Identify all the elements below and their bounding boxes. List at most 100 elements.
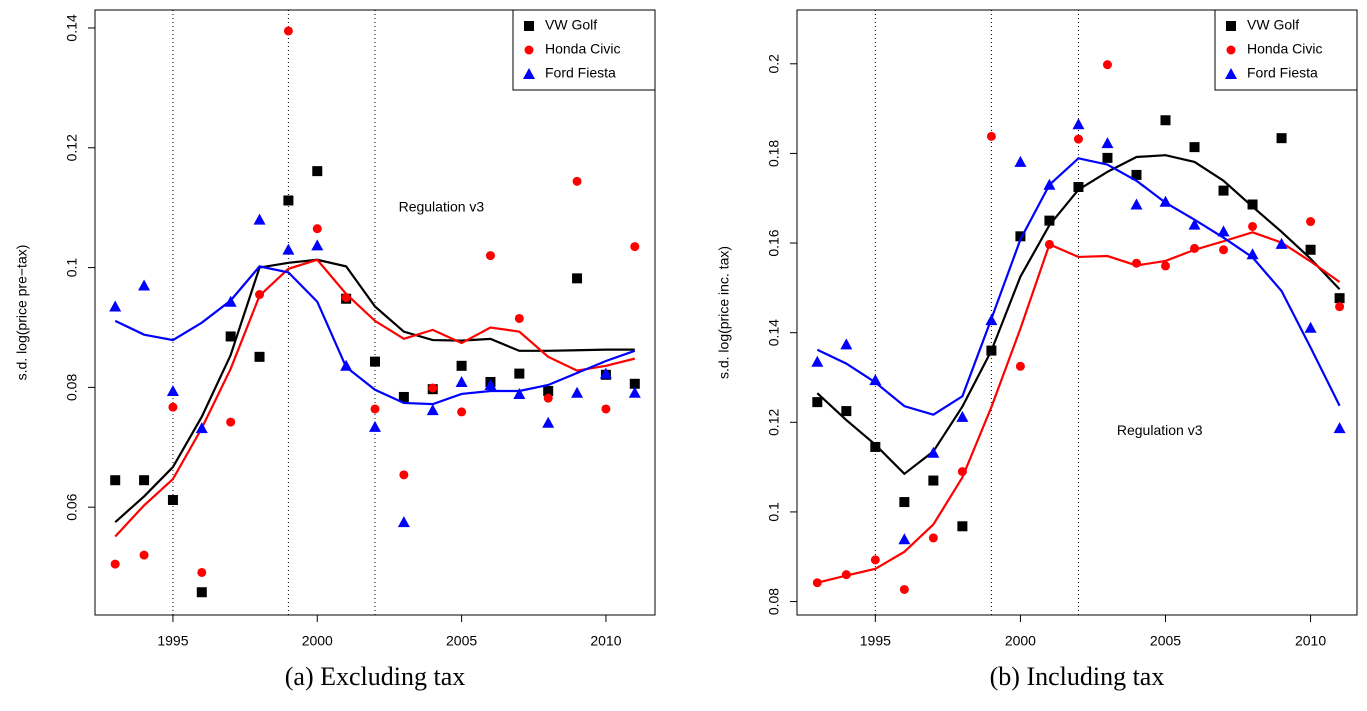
circle-point bbox=[899, 584, 909, 594]
square-point bbox=[1160, 115, 1171, 126]
square-point bbox=[1226, 21, 1236, 31]
square-point bbox=[254, 351, 265, 362]
triangle-point bbox=[513, 387, 526, 399]
legend-label: VW Golf bbox=[1247, 17, 1299, 33]
plot-frame bbox=[94, 9, 656, 616]
square-point bbox=[139, 475, 150, 486]
circle-point bbox=[283, 26, 293, 36]
legend-label: Ford Fiesta bbox=[545, 65, 616, 81]
plot-frame bbox=[796, 9, 1358, 616]
circle-point bbox=[957, 467, 967, 477]
circle-point bbox=[514, 313, 524, 323]
triangle-point bbox=[340, 359, 353, 371]
square-point bbox=[524, 21, 534, 31]
triangle-point bbox=[927, 446, 940, 458]
square-point bbox=[1218, 185, 1229, 196]
y-tick-label: 0.12 bbox=[64, 134, 80, 161]
legend-box bbox=[512, 9, 656, 91]
circle-point bbox=[1219, 245, 1229, 255]
circle-point bbox=[399, 470, 409, 480]
triangle-point bbox=[109, 300, 122, 312]
circle-point bbox=[197, 567, 207, 577]
legend-label: Ford Fiesta bbox=[1247, 65, 1318, 81]
x-tick-label: 2005 bbox=[446, 633, 477, 649]
triangle-point bbox=[1130, 198, 1143, 210]
triangle-point bbox=[138, 279, 151, 291]
circle-point bbox=[543, 393, 553, 403]
triangle-point bbox=[311, 239, 324, 251]
triangle-point bbox=[397, 516, 410, 528]
square-point bbox=[225, 331, 236, 342]
y-tick-label: 0.1 bbox=[766, 502, 782, 522]
circle-point bbox=[1190, 243, 1200, 253]
triangle-point bbox=[985, 314, 998, 326]
square-point bbox=[1044, 215, 1055, 226]
square-point bbox=[870, 441, 881, 452]
triangle-point bbox=[1275, 237, 1288, 249]
square-point bbox=[370, 356, 380, 367]
triangle-point bbox=[599, 367, 612, 379]
legend-box bbox=[1214, 9, 1358, 91]
x-tick-label: 2000 bbox=[1005, 633, 1036, 649]
square-point bbox=[899, 497, 910, 508]
circle-point bbox=[457, 407, 467, 417]
y-tick-label: 0.1 bbox=[64, 258, 80, 278]
legend-label: Honda Civic bbox=[1247, 41, 1322, 57]
triangle-point bbox=[1217, 225, 1230, 237]
y-tick-label: 0.08 bbox=[64, 374, 80, 401]
legend: VW Golf Honda Civic Ford Fiesta bbox=[1214, 9, 1358, 91]
circle-point bbox=[341, 293, 351, 303]
annotation: Regulation v3 bbox=[1117, 422, 1203, 438]
y-axis-label: s.d. log(price inc. tax) bbox=[716, 246, 732, 379]
panel: 1995 2000 2005 2010 0.08 0.1 0.12 0.14 0.16 0.18 0… bbox=[716, 9, 1358, 691]
square-point bbox=[957, 521, 968, 532]
triangle-point bbox=[898, 533, 911, 545]
triangle-point bbox=[628, 386, 641, 398]
triangle-point bbox=[224, 295, 237, 307]
square-point bbox=[1102, 152, 1113, 163]
circle-point bbox=[485, 251, 495, 261]
circle-point bbox=[312, 224, 322, 234]
circle-point bbox=[812, 578, 822, 588]
y-tick-label: 0.14 bbox=[64, 14, 80, 41]
caption: (b) Including tax bbox=[990, 662, 1165, 691]
square-point bbox=[196, 587, 207, 598]
y-tick-label: 0.12 bbox=[766, 408, 782, 435]
square-point bbox=[167, 494, 178, 505]
triangle-point bbox=[426, 404, 439, 416]
triangle-point bbox=[195, 422, 208, 434]
circle-point bbox=[986, 131, 996, 141]
square-point bbox=[110, 475, 121, 486]
circle-point bbox=[1131, 258, 1141, 268]
square-point bbox=[986, 345, 997, 356]
square-point bbox=[1131, 169, 1142, 180]
circle-point bbox=[841, 570, 851, 580]
square-point bbox=[456, 360, 467, 371]
circle-point bbox=[1102, 60, 1112, 70]
y-tick-label: 0.18 bbox=[766, 140, 782, 167]
y-tick-label: 0.16 bbox=[766, 229, 782, 256]
y-tick-label: 0.06 bbox=[64, 493, 80, 520]
circle-point bbox=[928, 533, 938, 543]
legend-label: Honda Civic bbox=[545, 41, 620, 57]
circle-point bbox=[1248, 221, 1258, 231]
x-tick-label: 2000 bbox=[302, 633, 333, 649]
circle-point bbox=[1160, 261, 1170, 271]
square-point bbox=[1247, 199, 1258, 210]
square-point bbox=[312, 166, 323, 177]
y-tick-label: 0.14 bbox=[766, 319, 782, 346]
square-point bbox=[812, 397, 823, 408]
circle-point bbox=[1226, 45, 1236, 55]
panel: 1995 2000 2005 2010 0.06 0.08 0.1 0.12 0.14 s.d. … bbox=[14, 9, 656, 691]
square-point bbox=[1276, 133, 1287, 144]
triangle-point bbox=[1043, 178, 1056, 190]
circle-point bbox=[168, 402, 178, 412]
circle-point bbox=[572, 176, 582, 186]
legend-label: VW Golf bbox=[545, 17, 597, 33]
triangle-point bbox=[455, 375, 468, 387]
square-point bbox=[1073, 182, 1084, 193]
square-point bbox=[928, 475, 939, 486]
x-tick-label: 1995 bbox=[157, 633, 188, 649]
triangle-point bbox=[956, 410, 969, 422]
